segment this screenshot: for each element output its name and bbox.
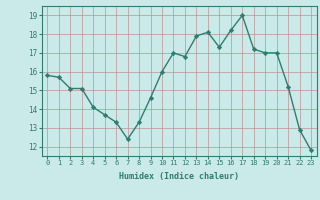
X-axis label: Humidex (Indice chaleur): Humidex (Indice chaleur) xyxy=(119,172,239,181)
